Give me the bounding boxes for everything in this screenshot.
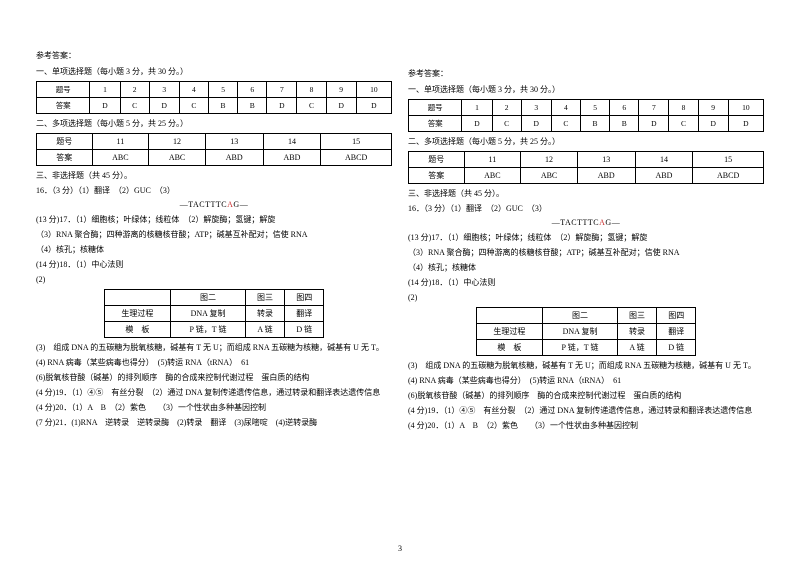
q21: (7 分)21．(1)RNA 逆转录 逆转录酶 (2)转录 翻译 (3)尿嘧啶 … [36,417,392,429]
q18c-r: (3) 组成 DNA 的五碳糖为脱氧核糖，碱基有 T 无 U；而组成 RNA 五… [408,360,764,372]
sequence-r: —TACTTTCAG— [408,218,764,227]
table-row: 题号 11 12 13 14 15 [409,152,764,168]
table-row: 图二 图三 图四 [104,290,324,306]
left-column: 参考答案： 一、单项选择题（每小题 3 分，共 30 分。） 题号 1 2 3 … [28,50,400,555]
q19-r: (4 分)19．（1）④⑤ 有丝分裂 （2）通过 DNA 复制传递遗传信息，通过… [408,405,764,417]
q20-r: (4 分)20．（1）A B （2）紫色 （3）一个性状由多种基因控制 [408,420,764,432]
q18b: (2) [36,274,392,286]
q17b: （3）RNA 聚合酶；四种游离的核糖核苷酸；ATP；碱基互补配对；信使 RNA [36,229,392,241]
right-column: 参考答案： 一、单项选择题（每小题 3 分，共 30 分。） 题号 1 2 3 … [400,50,772,555]
q17a-r: (13 分)17．（1）细胞核；叶绿体；线粒体 （2）解旋酶；氢键；解旋 [408,232,764,244]
q17a: (13 分)17．（1）细胞核；叶绿体；线粒体 （2）解旋酶；氢键；解旋 [36,214,392,226]
sec1-title-r: 一、单项选择题（每小题 3 分，共 30 分。） [408,84,764,96]
q18a: (14 分)18．（1）中心法则 [36,259,392,271]
table-row: 模 板 P 链，T 链 A 链 D 链 [104,322,324,338]
table-multi-choice-r: 题号 11 12 13 14 15 答案 ABC ABC ABD ABD ABC… [408,151,764,184]
table-process-r: 图二 图三 图四 生理过程 DNA 复制 转录 翻译 模 板 P 链，T 链 A… [476,307,697,356]
table-row: 题号 1 2 3 4 5 6 7 8 9 10 [37,82,392,98]
ans-hdr: 答案 [37,98,90,114]
q18a-r: (14 分)18．（1）中心法则 [408,277,764,289]
ref-title: 参考答案： [36,50,392,62]
table-row: 答案 D C D C B B D C D D [409,116,764,132]
sec1-title: 一、单项选择题（每小题 3 分，共 30 分。） [36,66,392,78]
sec3-title: 三、非选择题（共 45 分）。 [36,170,392,182]
q18d: (4) RNA 病毒（某些病毒也得分） (5)转运 RNA（tRNA） 61 [36,357,392,369]
q16: 16．（3 分）（1）翻译 （2）GUC （3） [36,185,392,197]
table-process: 图二 图三 图四 生理过程 DNA 复制 转录 翻译 模 板 P 链，T 链 A… [104,289,325,338]
table-row: 模 板 P 链，T 链 A 链 D 链 [476,340,696,356]
table-row: 图二 图三 图四 [476,308,696,324]
table-row: 答案 ABC ABC ABD ABD ABCD [37,150,392,166]
table-row: 题号 11 12 13 14 15 [37,134,392,150]
table-row: 生理过程 DNA 复制 转录 翻译 [476,324,696,340]
table-single-choice-r: 题号 1 2 3 4 5 6 7 8 9 10 答案 D C D C B B D… [408,99,764,132]
q18e: (6)脱氧核苷酸（碱基）的排列顺序 酶的合成来控制代谢过程 蛋白质的结构 [36,372,392,384]
table-row: 答案 ABC ABC ABD ABD ABCD [409,168,764,184]
table-row: 题号 1 2 3 4 5 6 7 8 9 10 [409,100,764,116]
q18c: (3) 组成 DNA 的五碳糖为脱氧核糖，碱基有 T 无 U；而组成 RNA 五… [36,342,392,354]
table-row: 生理过程 DNA 复制 转录 翻译 [104,306,324,322]
q17c: （4）核孔；核糖体 [36,244,392,256]
q18e-r: (6)脱氧核苷酸（碱基）的排列顺序 酶的合成来控制代谢过程 蛋白质的结构 [408,390,764,402]
q16-r: 16．（3 分）（1）翻译 （2）GUC （3） [408,203,764,215]
ref-title-r: 参考答案： [408,68,764,80]
page-number: 3 [398,544,402,553]
table-multi-choice: 题号 11 12 13 14 15 答案 ABC ABC ABD ABD ABC… [36,133,392,166]
table-row: 答案 D C D C B B D C D D [37,98,392,114]
q17b-r: （3）RNA 聚合酶；四种游离的核糖核苷酸；ATP；碱基互补配对；信使 RNA [408,247,764,259]
q18d-r: (4) RNA 病毒（某些病毒也得分） (5)转运 RNA（tRNA） 61 [408,375,764,387]
hdr: 题号 [37,82,90,98]
table-single-choice: 题号 1 2 3 4 5 6 7 8 9 10 答案 D C D C B B D… [36,81,392,114]
q18b-r: (2) [408,292,764,304]
q19: (4 分)19．（1）④⑤ 有丝分裂 （2）通过 DNA 复制传递遗传信息，通过… [36,387,392,399]
q20: (4 分)20．（1）A B （2）紫色 （3）一个性状由多种基因控制 [36,402,392,414]
q17c-r: （4）核孔；核糖体 [408,262,764,274]
sequence: —TACTTTCAG— [36,200,392,209]
sec2-title: 二、多项选择题（每小题 5 分，共 25 分。） [36,118,392,130]
sec2-title-r: 二、多项选择题（每小题 5 分，共 25 分。） [408,136,764,148]
sec3-title-r: 三、非选择题（共 45 分）。 [408,188,764,200]
